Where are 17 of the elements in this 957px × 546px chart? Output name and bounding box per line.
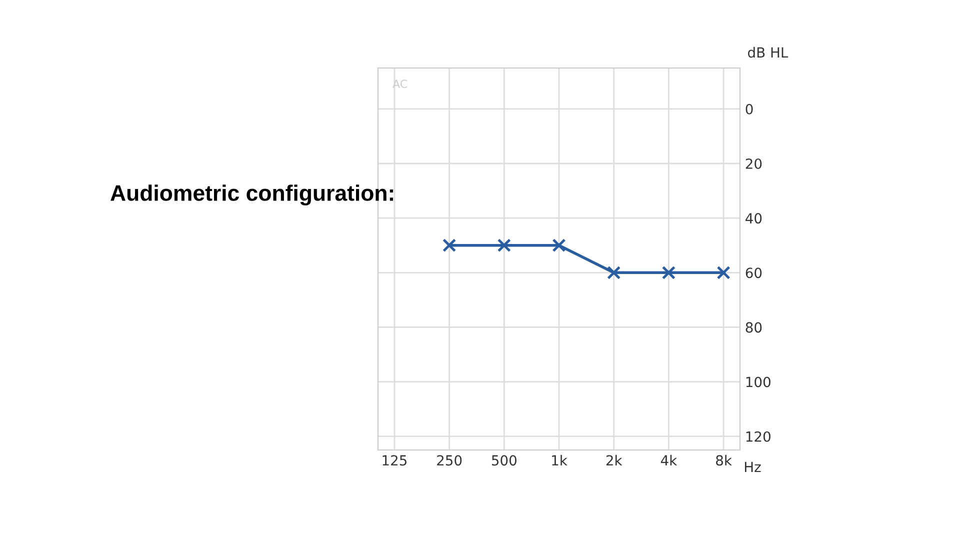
x-tick-label: 250 <box>437 455 462 466</box>
x-tick-label: 2k <box>606 454 622 466</box>
y-tick-label: 40 <box>746 213 762 224</box>
x-tick-label: 8k <box>716 454 732 466</box>
x-tick-label: 125 <box>382 455 406 466</box>
y-tick-label: 20 <box>746 158 762 169</box>
x-tick-label: 4k <box>660 454 678 466</box>
y-tick-label: 100 <box>746 376 770 388</box>
text: Audiometric configuration: <box>110 184 394 206</box>
x-tick-label: 500 <box>492 455 516 466</box>
y-tick-label: 80 <box>746 322 762 333</box>
y-axis-title: dB HL <box>748 46 788 58</box>
y-tick-label: 120 <box>746 431 770 442</box>
x-tick-label: 1k <box>552 454 568 466</box>
y-tick-label: 0 <box>746 104 753 114</box>
y-tick-label: 60 <box>746 268 762 278</box>
x-axis-title: Hz <box>744 462 761 472</box>
